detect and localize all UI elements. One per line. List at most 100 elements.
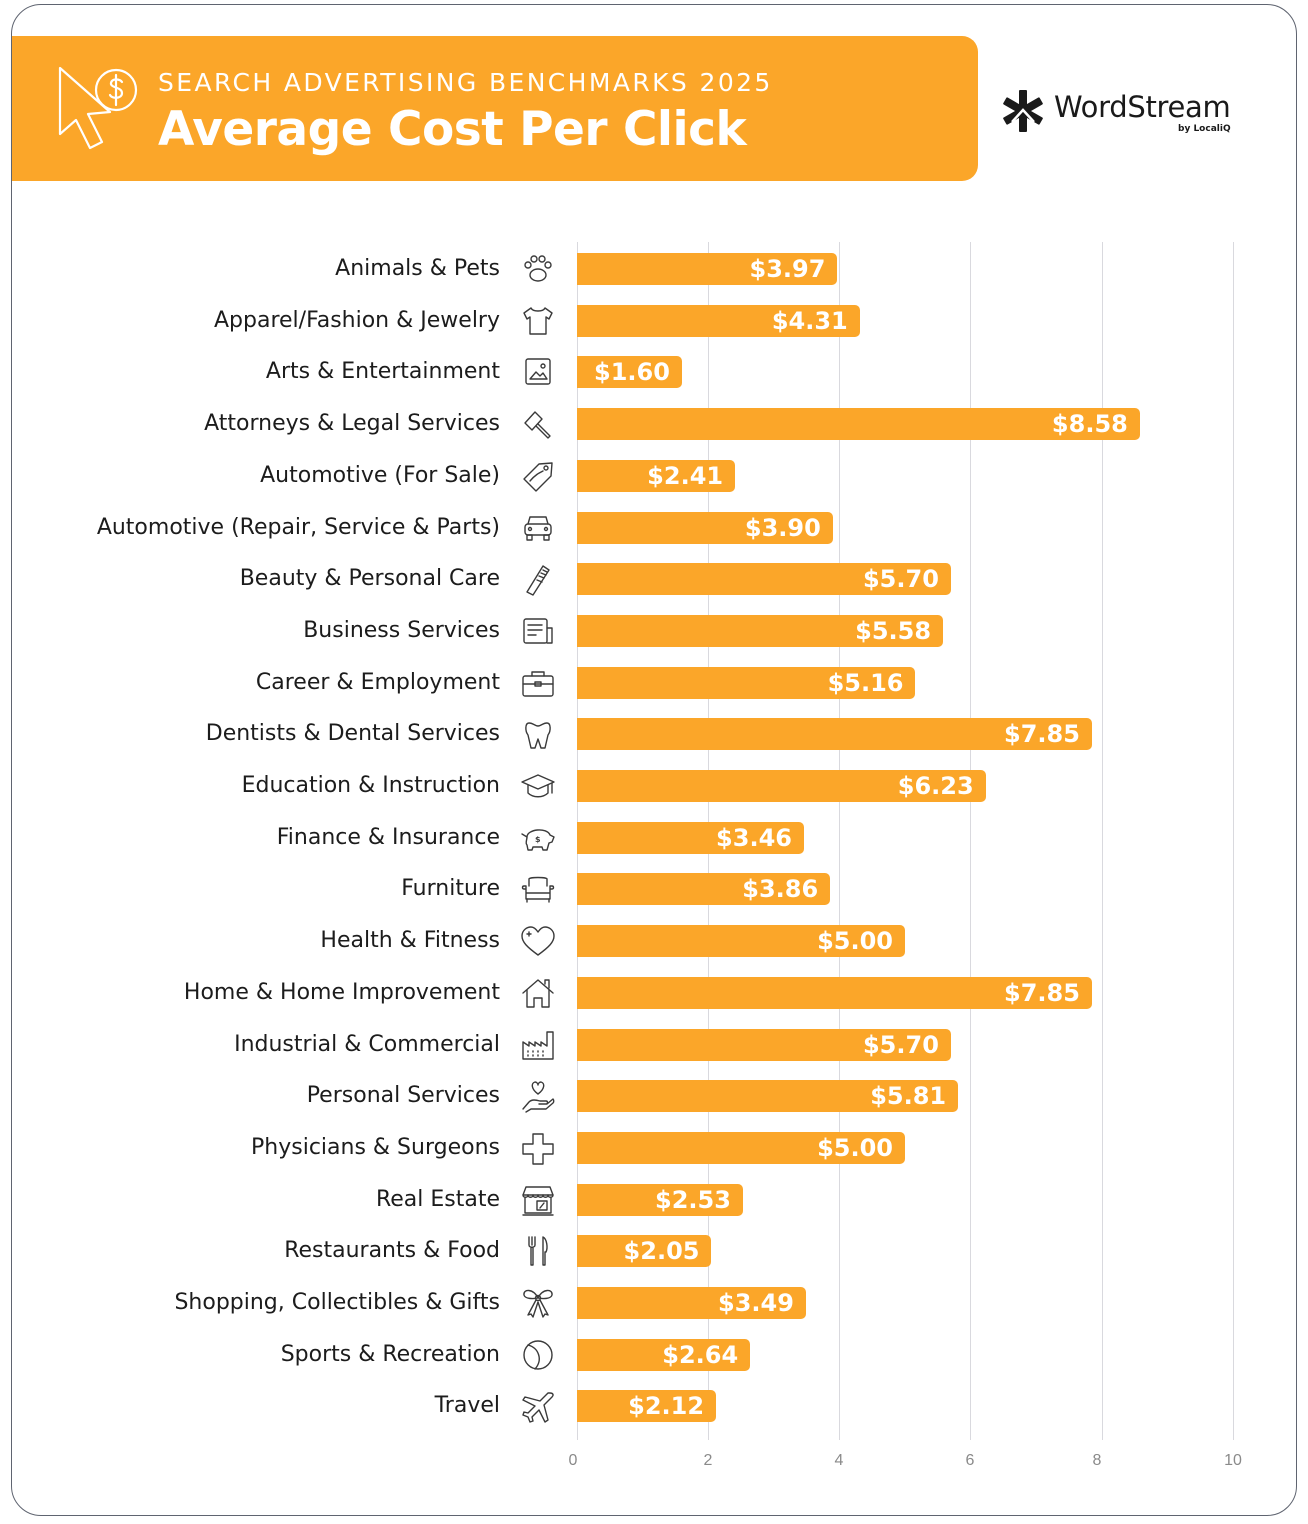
category-label: Animals & Pets — [335, 256, 500, 281]
document-icon — [523, 618, 553, 644]
category-label: Physicians & Surgeons — [251, 1134, 500, 1160]
bar-value-label: $2.05 — [623, 1237, 700, 1266]
bar-value-label: $5.70 — [862, 565, 939, 594]
bar-row: Health & Fitness $5.00 — [0, 915, 1308, 967]
paw-icon — [524, 255, 552, 282]
category-label: Attorneys & Legal Services — [204, 411, 500, 437]
bar: $3.86 — [577, 873, 831, 906]
bar: $2.05 — [577, 1235, 712, 1268]
cursor-dollar-icon — [58, 66, 138, 150]
x-tick: 10 — [1224, 1452, 1242, 1469]
hand-heart-icon — [522, 1081, 555, 1113]
bar-row: Career & Employment $5.16 — [0, 657, 1308, 709]
bar-value-label: $8.58 — [1051, 410, 1128, 439]
briefcase-icon — [522, 670, 554, 697]
fork-knife-icon — [528, 1236, 548, 1266]
bar-row: Attorneys & Legal Services $8.58 — [0, 398, 1308, 450]
gridline-6 — [970, 242, 971, 1440]
tshirt-icon — [523, 306, 553, 335]
bar: $7.85 — [577, 718, 1092, 751]
x-tick: 6 — [965, 1452, 975, 1469]
category-label: Career & Employment — [255, 669, 500, 695]
tooth-icon — [525, 722, 551, 749]
bar: $7.85 — [577, 976, 1092, 1009]
bar-value-label: $6.23 — [897, 772, 974, 800]
bar-value-label: $3.49 — [718, 1289, 794, 1317]
bar-value-label: $2.41 — [647, 461, 724, 490]
x-tick: 8 — [1092, 1452, 1102, 1469]
ball-icon — [523, 1339, 553, 1370]
wordstream-logo-icon — [1003, 90, 1043, 132]
heart-icon — [521, 926, 555, 956]
bar-row: Shopping, Collectibles & Gifts $3.49 — [0, 1277, 1308, 1329]
bar-row: Home & Home Improvement $7.85 — [0, 967, 1308, 1019]
bar-row: Beauty & Personal Care $5.70 — [0, 553, 1308, 605]
bar: $5.00 — [577, 925, 905, 958]
header-banner: SEARCH ADVERTISING BENCHMARKS 2025 Avera… — [12, 36, 978, 181]
comb-icon — [526, 565, 550, 596]
bar-row: Animals & Pets $3.97 — [0, 243, 1308, 295]
bar-value-label: $2.12 — [628, 1392, 705, 1421]
bar: $2.41 — [577, 459, 736, 492]
car-icon — [524, 515, 552, 541]
bar: $3.46 — [577, 821, 804, 854]
bar-row: Business Services $5.58 — [0, 605, 1308, 657]
category-label: Industrial & Commercial — [234, 1031, 500, 1057]
bar-row: Dentists & Dental Services $7.85 — [0, 708, 1308, 760]
bar-value-label: $3.97 — [749, 255, 826, 283]
category-label: Shopping, Collectibles & Gifts — [174, 1290, 500, 1315]
brand-byline: by LocaliQ — [1178, 124, 1231, 134]
gridline-8 — [1102, 242, 1103, 1440]
category-label: Travel — [434, 1393, 500, 1419]
bar-row: Sports & Recreation $2.64 — [0, 1329, 1308, 1381]
bar-row: Travel $2.12 — [0, 1380, 1308, 1432]
bar-value-label: $5.81 — [870, 1082, 947, 1111]
bar-row: Education & Instruction $6.23 — [0, 760, 1308, 812]
bar-row: Automotive (For Sale) $2.41 — [0, 450, 1308, 502]
bar: $2.12 — [577, 1390, 717, 1423]
svg-text:$: $ — [535, 835, 541, 844]
bar-row: Real Estate $2.53 — [0, 1174, 1308, 1226]
bar-row: Physicians & Surgeons $5.00 — [0, 1122, 1308, 1174]
bar-value-label: $7.85 — [1004, 720, 1080, 749]
bar: $5.70 — [577, 1028, 951, 1061]
bar-row: Apparel/Fashion & Jewelry $4.31 — [0, 295, 1308, 347]
bar: $6.23 — [577, 770, 986, 802]
bar-value-label: $7.85 — [1004, 978, 1080, 1007]
house-icon — [522, 979, 554, 1008]
category-label: Arts & Entertainment — [265, 359, 500, 385]
gridline-10 — [1233, 242, 1234, 1440]
x-tick: 0 — [568, 1452, 578, 1469]
x-tick: 4 — [834, 1452, 844, 1469]
bar-row: Automotive (Repair, Service & Parts) $3.9… — [0, 502, 1308, 554]
bar: $3.49 — [577, 1287, 806, 1319]
bar-value-label: $5.16 — [827, 668, 904, 697]
bar: $5.58 — [577, 614, 944, 647]
storefront-icon — [522, 1185, 554, 1216]
bar-row: Furniture $3.86 — [0, 863, 1308, 915]
x-tick: 2 — [703, 1452, 713, 1469]
graduation-cap-icon — [521, 774, 555, 798]
category-label: Business Services — [303, 617, 500, 643]
category-label: Apparel/Fashion & Jewelry — [214, 307, 500, 333]
bar: $3.90 — [577, 511, 833, 544]
bar-value-label: $5.00 — [817, 1133, 893, 1162]
bar-value-label: $5.00 — [817, 927, 893, 956]
category-label: Health & Fitness — [320, 928, 500, 954]
bar-value-label: $5.70 — [862, 1030, 939, 1059]
gridline-4 — [839, 242, 840, 1440]
bar: $5.70 — [577, 563, 951, 596]
category-label: Dentists & Dental Services — [205, 721, 500, 747]
category-label: Education & Instruction — [241, 773, 500, 798]
category-label: Automotive (Repair, Service & Parts) — [96, 514, 500, 540]
bar-value-label: $5.58 — [855, 616, 932, 645]
bar: $5.00 — [577, 1131, 905, 1164]
bar: $1.60 — [577, 356, 682, 389]
category-label: Automotive (For Sale) — [260, 462, 500, 488]
bar-value-label: $2.64 — [662, 1340, 739, 1369]
bar: $4.31 — [577, 304, 860, 337]
category-label: Real Estate — [375, 1186, 500, 1212]
piggy-bank-icon: $ — [521, 828, 555, 851]
bar-row: Personal Services $5.81 — [0, 1070, 1308, 1122]
category-label: Restaurants & Food — [284, 1238, 500, 1264]
